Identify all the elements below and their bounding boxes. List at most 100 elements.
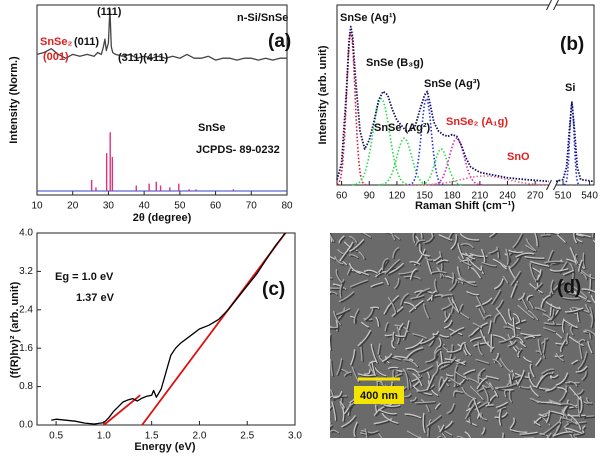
flake-shadow <box>578 352 589 371</box>
flake-shadow <box>420 233 424 240</box>
flake <box>333 390 343 399</box>
flake <box>519 341 526 348</box>
x-tick-label: 60 <box>336 191 348 202</box>
flake <box>475 296 486 314</box>
flake-shadow <box>451 235 459 251</box>
y-tick-label: 1.6 <box>19 343 33 354</box>
y-tick-label: 0.8 <box>19 381 33 392</box>
flake <box>444 310 448 320</box>
flake <box>456 360 466 364</box>
flake-shadow <box>330 292 332 295</box>
flake-shadow <box>577 367 589 374</box>
flake-shadow <box>416 402 436 405</box>
flake <box>470 266 481 279</box>
flake-shadow <box>385 323 390 333</box>
flake-shadow <box>460 305 465 312</box>
fit-line <box>103 394 141 426</box>
flake-shadow <box>348 268 353 276</box>
flake <box>552 233 560 235</box>
flake <box>571 359 579 365</box>
flake <box>577 338 586 343</box>
flake-shadow <box>434 257 442 263</box>
flake <box>477 386 491 392</box>
flake <box>495 299 504 309</box>
flake <box>439 424 445 433</box>
flake <box>469 385 484 401</box>
flake <box>507 339 517 347</box>
flake <box>388 233 400 240</box>
x-tick-label: 1.5 <box>145 431 159 442</box>
x-tick-label: 70 <box>246 201 258 212</box>
flake-shadow <box>545 323 563 327</box>
flake <box>468 377 488 389</box>
flake-shadow <box>579 261 584 273</box>
x-tick-label: 80 <box>281 201 293 212</box>
flake <box>542 313 555 325</box>
axis-break <box>553 0 559 11</box>
flake <box>517 348 522 358</box>
flake-shadow <box>442 422 454 432</box>
flake-shadow <box>562 320 566 334</box>
x-tick-label: 2.5 <box>240 431 254 442</box>
flake <box>359 341 363 362</box>
flake <box>392 331 395 341</box>
flake <box>542 337 546 355</box>
flake <box>508 373 512 388</box>
flake <box>419 250 431 257</box>
flake <box>527 309 539 321</box>
x-axis-label: Raman Shift (cm⁻¹) <box>415 200 515 212</box>
annotation: SnSe (B₃g) <box>366 57 424 69</box>
flake <box>559 403 578 409</box>
flake <box>398 323 404 331</box>
flake <box>387 297 397 313</box>
flake <box>458 274 477 286</box>
panel-label: (b) <box>560 34 584 55</box>
flake <box>410 294 425 300</box>
flake <box>524 255 545 259</box>
flake-shadow <box>486 405 495 408</box>
flake <box>424 256 433 261</box>
flake <box>513 313 521 322</box>
flake <box>484 314 492 319</box>
x-axis-label: 2θ (degree) <box>133 212 192 224</box>
flake-shadow <box>494 353 501 364</box>
flake <box>539 433 550 438</box>
flake <box>520 332 541 337</box>
flake <box>348 254 359 259</box>
flake <box>550 374 559 379</box>
flake-shadow <box>531 261 551 269</box>
flake-shadow <box>445 312 449 321</box>
flake-shadow <box>513 234 524 250</box>
flake <box>460 243 474 249</box>
panel-label: (c) <box>262 279 285 300</box>
flake <box>507 308 512 321</box>
flake <box>398 268 418 275</box>
flake-shadow <box>573 307 590 315</box>
flake-shadow <box>440 358 458 371</box>
flake-shadow <box>525 336 537 340</box>
flake <box>491 289 501 305</box>
flake-shadow <box>340 292 356 304</box>
x-tick-label: 20 <box>67 201 79 212</box>
flake <box>408 300 424 313</box>
flake-shadow <box>434 363 440 377</box>
flake-shadow <box>421 335 439 346</box>
flake-shadow <box>330 360 335 378</box>
flake <box>529 397 540 404</box>
flake <box>434 402 441 410</box>
flake-shadow <box>572 360 580 366</box>
flake <box>441 377 450 387</box>
flake-shadow <box>495 279 505 291</box>
flake-shadow <box>354 423 359 438</box>
flake <box>330 256 336 260</box>
y-tick-label: 3.2 <box>19 266 33 277</box>
flake-shadow <box>393 248 401 259</box>
flake <box>478 377 494 391</box>
flake <box>403 358 419 368</box>
flake-shadow <box>584 416 595 420</box>
flake-shadow <box>458 436 464 438</box>
flake-shadow <box>577 310 581 323</box>
flake <box>498 408 502 426</box>
flake <box>479 368 486 378</box>
flake <box>477 341 483 356</box>
